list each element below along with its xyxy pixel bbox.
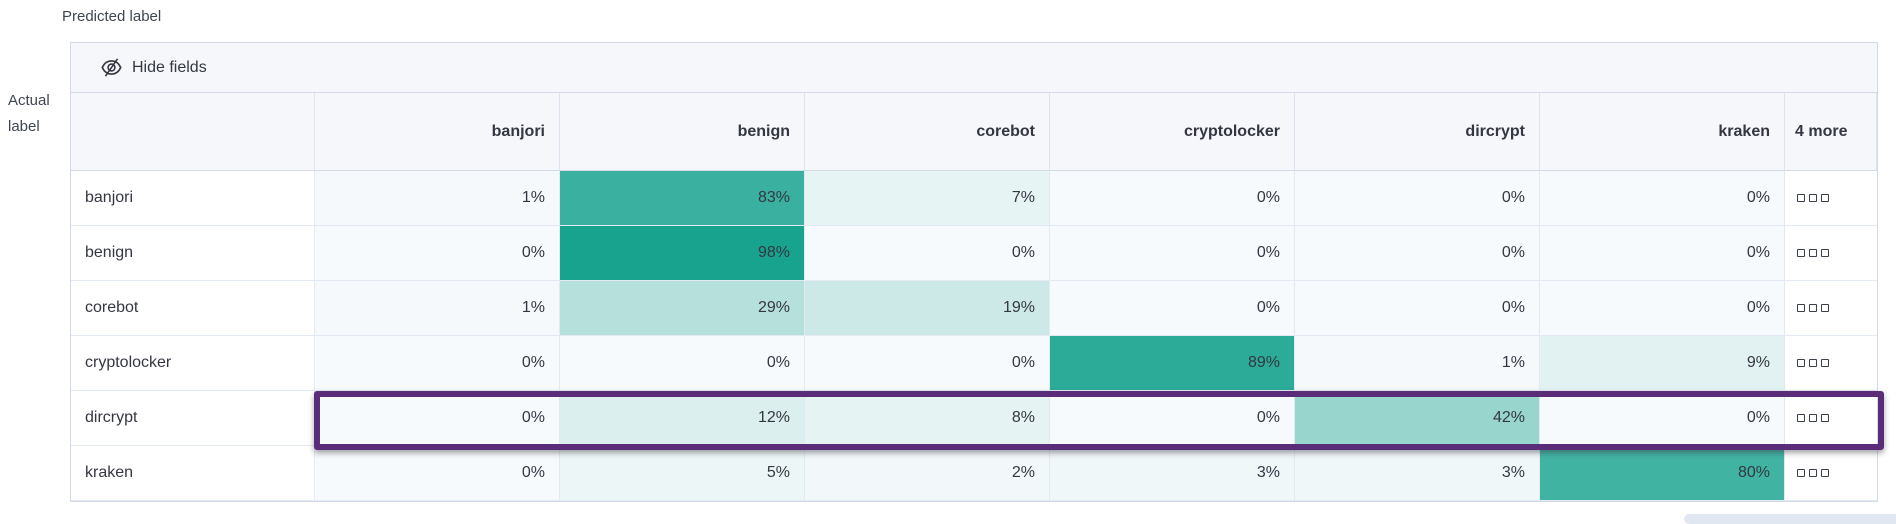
matrix-cell-banjori-corebot[interactable]: 7%	[805, 171, 1050, 226]
boxes-horizontal-icon	[1809, 304, 1817, 312]
eye-closed-icon	[101, 57, 122, 78]
boxes-horizontal-icon	[1809, 194, 1817, 202]
row-actions-button[interactable]	[1785, 281, 1877, 336]
column-header-kraken[interactable]: kraken	[1540, 93, 1785, 171]
boxes-horizontal-icon	[1797, 414, 1805, 422]
matrix-cell-benign-kraken[interactable]: 0%	[1540, 226, 1785, 281]
boxes-horizontal-icon	[1797, 359, 1805, 367]
boxes-horizontal-icon	[1809, 469, 1817, 477]
matrix-cell-dircrypt-cryptolocker[interactable]: 0%	[1050, 391, 1295, 446]
column-header-banjori[interactable]: banjori	[315, 93, 560, 171]
row-actions-button[interactable]	[1785, 171, 1877, 226]
boxes-horizontal-icon	[1809, 249, 1817, 257]
matrix-cell-kraken-kraken[interactable]: 80%	[1540, 446, 1785, 501]
matrix-cell-cryptolocker-corebot[interactable]: 0%	[805, 336, 1050, 391]
matrix-cell-cryptolocker-dircrypt[interactable]: 1%	[1295, 336, 1540, 391]
columns-hidden-indicator[interactable]: 4 more	[1785, 93, 1877, 171]
row-label-dircrypt[interactable]: dircrypt	[71, 391, 315, 446]
column-header-dircrypt[interactable]: dircrypt	[1295, 93, 1540, 171]
matrix-cell-banjori-banjori[interactable]: 1%	[315, 171, 560, 226]
boxes-horizontal-icon	[1797, 194, 1805, 202]
matrix-cell-banjori-benign[interactable]: 83%	[560, 171, 805, 226]
row-actions-button[interactable]	[1785, 336, 1877, 391]
actual-axis-label-line2: label	[8, 118, 40, 135]
column-header-corebot[interactable]: corebot	[805, 93, 1050, 171]
boxes-horizontal-icon	[1797, 469, 1805, 477]
horizontal-scrollbar-thumb[interactable]	[1684, 514, 1896, 524]
hide-fields-label: Hide fields	[132, 58, 207, 76]
matrix-cell-dircrypt-banjori[interactable]: 0%	[315, 391, 560, 446]
matrix-cell-banjori-cryptolocker[interactable]: 0%	[1050, 171, 1295, 226]
matrix-cell-corebot-kraken[interactable]: 0%	[1540, 281, 1785, 336]
matrix-cell-benign-corebot[interactable]: 0%	[805, 226, 1050, 281]
matrix-cell-kraken-corebot[interactable]: 2%	[805, 446, 1050, 501]
matrix-cell-cryptolocker-banjori[interactable]: 0%	[315, 336, 560, 391]
matrix-cell-benign-cryptolocker[interactable]: 0%	[1050, 226, 1295, 281]
boxes-horizontal-icon	[1797, 249, 1805, 257]
boxes-horizontal-icon	[1797, 304, 1805, 312]
boxes-horizontal-icon	[1821, 194, 1829, 202]
matrix-cell-cryptolocker-benign[interactable]: 0%	[560, 336, 805, 391]
boxes-horizontal-icon	[1821, 469, 1829, 477]
row-label-kraken[interactable]: kraken	[71, 446, 315, 501]
row-actions-button[interactable]	[1785, 226, 1877, 281]
matrix-cell-kraken-benign[interactable]: 5%	[560, 446, 805, 501]
header-corner-cell	[71, 93, 315, 171]
column-header-benign[interactable]: benign	[560, 93, 805, 171]
matrix-cell-cryptolocker-cryptolocker[interactable]: 89%	[1050, 336, 1295, 391]
matrix-cell-corebot-banjori[interactable]: 1%	[315, 281, 560, 336]
boxes-horizontal-icon	[1821, 359, 1829, 367]
matrix-cell-kraken-banjori[interactable]: 0%	[315, 446, 560, 501]
row-actions-button[interactable]	[1785, 391, 1877, 446]
matrix-cell-corebot-cryptolocker[interactable]: 0%	[1050, 281, 1295, 336]
matrix-cell-cryptolocker-kraken[interactable]: 9%	[1540, 336, 1785, 391]
matrix-cell-kraken-cryptolocker[interactable]: 3%	[1050, 446, 1295, 501]
row-label-cryptolocker[interactable]: cryptolocker	[71, 336, 315, 391]
row-label-benign[interactable]: benign	[71, 226, 315, 281]
confusion-matrix-grid: Hide fields banjori benign corebot cryptolo…	[70, 42, 1878, 502]
matrix-cell-dircrypt-corebot[interactable]: 8%	[805, 391, 1050, 446]
matrix-cell-benign-dircrypt[interactable]: 0%	[1295, 226, 1540, 281]
matrix-cell-kraken-dircrypt[interactable]: 3%	[1295, 446, 1540, 501]
matrix-cell-dircrypt-dircrypt[interactable]: 42%	[1295, 391, 1540, 446]
matrix-cell-corebot-corebot[interactable]: 19%	[805, 281, 1050, 336]
column-header-cryptolocker[interactable]: cryptolocker	[1050, 93, 1295, 171]
matrix-cell-banjori-kraken[interactable]: 0%	[1540, 171, 1785, 226]
boxes-horizontal-icon	[1809, 414, 1817, 422]
matrix-cell-dircrypt-benign[interactable]: 12%	[560, 391, 805, 446]
matrix-cell-benign-banjori[interactable]: 0%	[315, 226, 560, 281]
row-label-banjori[interactable]: banjori	[71, 171, 315, 226]
actual-axis-label-line1: Actual	[8, 92, 50, 109]
row-actions-button[interactable]	[1785, 446, 1877, 501]
boxes-horizontal-icon	[1821, 304, 1829, 312]
boxes-horizontal-icon	[1809, 359, 1817, 367]
predicted-axis-label: Predicted label	[62, 8, 162, 25]
matrix-cell-corebot-benign[interactable]: 29%	[560, 281, 805, 336]
actual-axis-label: Actual label	[8, 88, 50, 140]
boxes-horizontal-icon	[1821, 249, 1829, 257]
matrix-cell-dircrypt-kraken[interactable]: 0%	[1540, 391, 1785, 446]
matrix-cell-banjori-dircrypt[interactable]: 0%	[1295, 171, 1540, 226]
hide-fields-button[interactable]: Hide fields	[71, 43, 1877, 93]
row-label-corebot[interactable]: corebot	[71, 281, 315, 336]
matrix-cell-benign-benign[interactable]: 98%	[560, 226, 805, 281]
boxes-horizontal-icon	[1821, 414, 1829, 422]
matrix-cell-corebot-dircrypt[interactable]: 0%	[1295, 281, 1540, 336]
